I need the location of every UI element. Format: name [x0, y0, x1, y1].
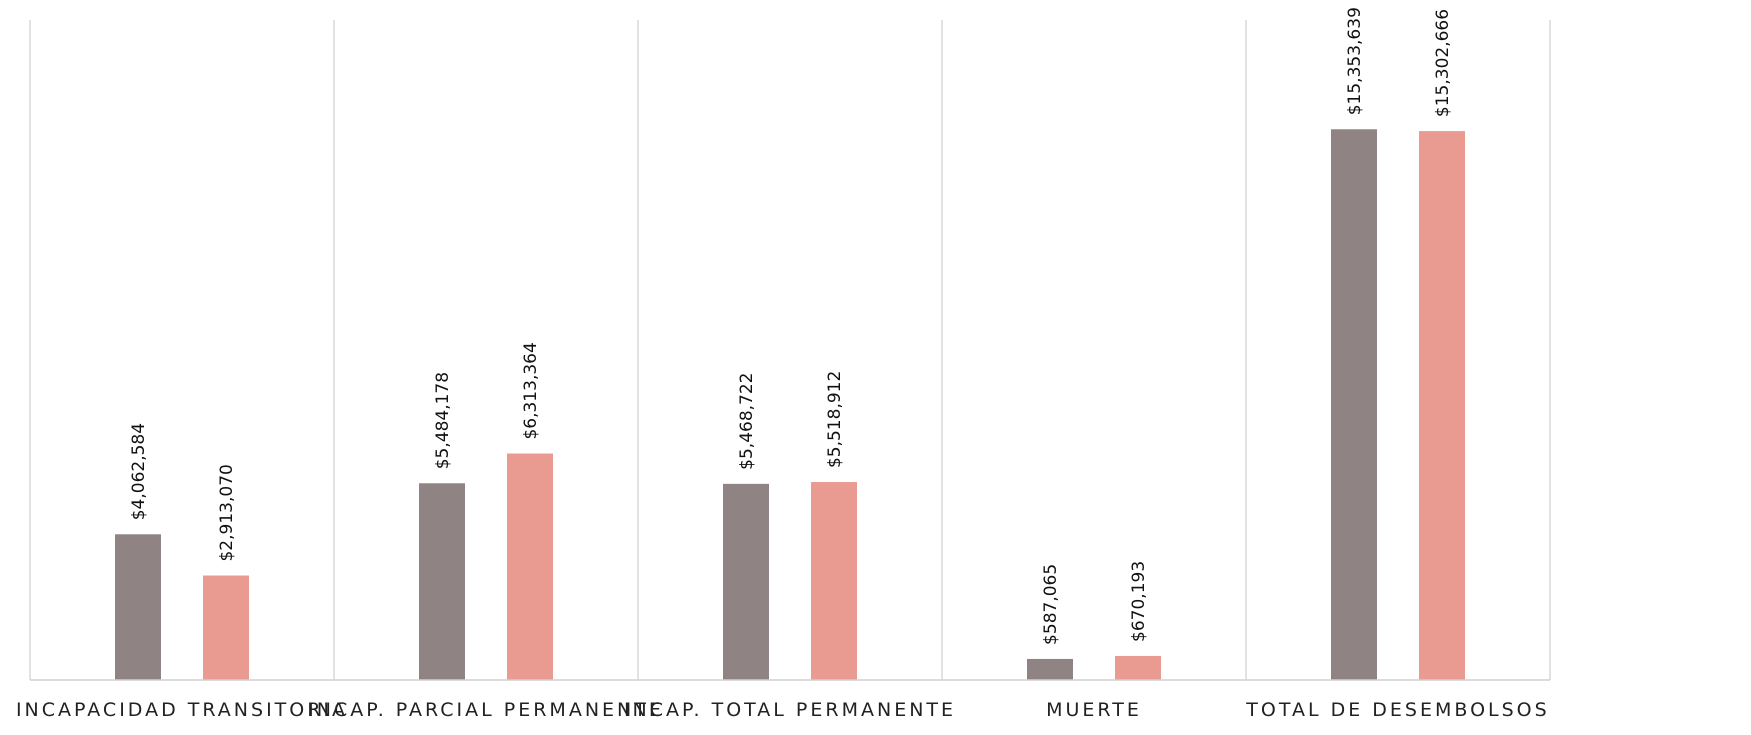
data-labels: $4,062,584 $2,913,070 $5,484,178 $6,313,364… — [129, 7, 1453, 645]
bar-series1-3 — [723, 483, 769, 680]
bar-series2-4 — [1115, 655, 1161, 680]
data-label-series1-4: $587,065 — [1041, 564, 1061, 645]
category-label-2: INCAP. PARCIAL PERMANENTE — [308, 699, 664, 721]
data-label-series1-2: $5,484,178 — [433, 372, 453, 469]
data-label-series1-1: $4,062,584 — [129, 423, 149, 520]
data-label-series2-5: $15,302,666 — [1433, 9, 1453, 117]
bar-series1-4 — [1027, 658, 1073, 680]
bar-series1-2 — [419, 483, 465, 680]
category-label-4: MUERTE — [1046, 699, 1142, 721]
bar-series2-5 — [1419, 131, 1465, 680]
data-label-series2-4: $670,193 — [1129, 561, 1149, 642]
bar-series1-1 — [115, 534, 161, 680]
data-label-series1-5: $15,353,639 — [1345, 7, 1365, 115]
category-label-3: INCAP. TOTAL PERMANENTE — [624, 699, 956, 721]
data-label-series2-3: $5,518,912 — [825, 371, 845, 468]
category-label-1: INCAPACIDAD TRANSITORIA — [16, 699, 348, 721]
bar-series2-1 — [203, 575, 249, 680]
data-label-series1-3: $5,468,722 — [737, 372, 757, 469]
bar-series1-5 — [1331, 129, 1377, 681]
data-label-series2-2: $6,313,364 — [521, 342, 541, 439]
category-separators — [29, 20, 1551, 680]
category-label-5: TOTAL DE DESEMBOLSOS — [1245, 699, 1549, 721]
bar-series2-2 — [507, 453, 553, 680]
bars — [115, 129, 1465, 681]
bar-series2-3 — [811, 482, 857, 680]
data-label-series2-1: $2,913,070 — [217, 464, 237, 561]
